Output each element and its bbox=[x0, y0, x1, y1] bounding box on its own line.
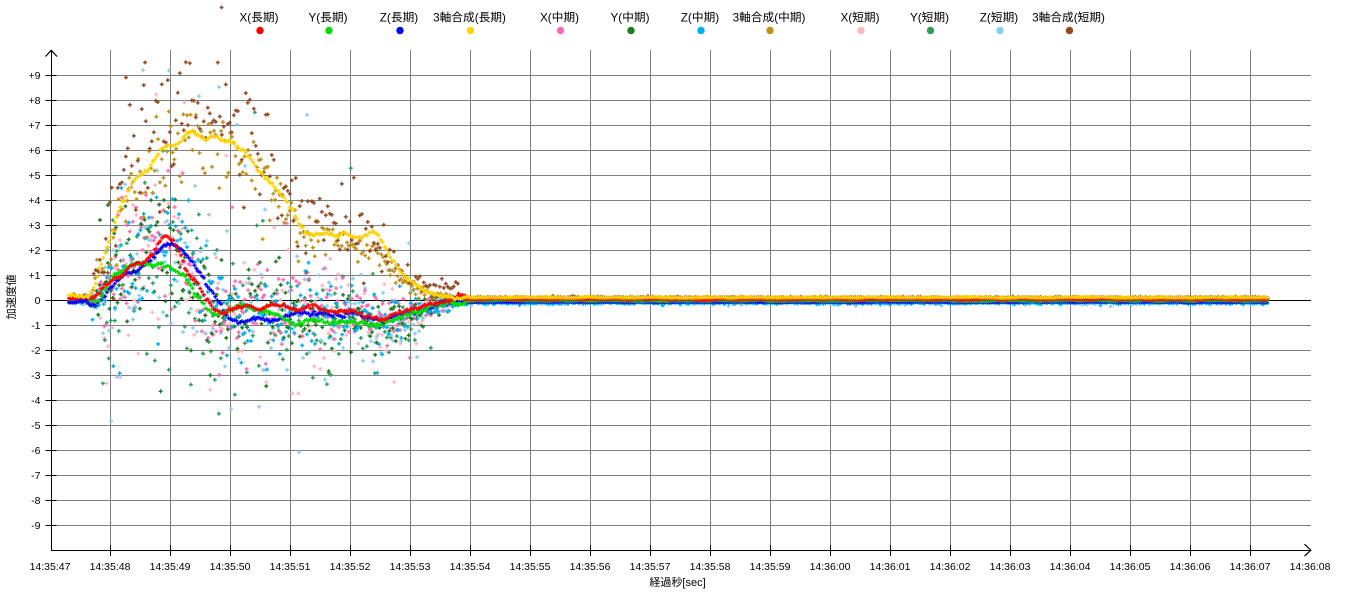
svg-text:(: ( bbox=[1074, 11, 1078, 24]
svg-text:Z(: Z( bbox=[681, 11, 692, 24]
svg-text:(: ( bbox=[475, 11, 479, 24]
svg-text:): ) bbox=[344, 11, 348, 24]
svg-text:+4: +4 bbox=[29, 195, 41, 207]
svg-text:): ) bbox=[802, 11, 806, 24]
svg-text:-7: -7 bbox=[31, 470, 40, 482]
svg-text:14:35:48: 14:35:48 bbox=[90, 561, 131, 573]
svg-text:+2: +2 bbox=[29, 245, 41, 257]
svg-text:X(: X( bbox=[540, 11, 552, 24]
svg-text:+5: +5 bbox=[29, 170, 41, 182]
svg-text:-2: -2 bbox=[31, 345, 40, 357]
svg-text:(: ( bbox=[774, 11, 778, 24]
svg-text:3: 3 bbox=[433, 11, 440, 24]
svg-text:[sec]: [sec] bbox=[682, 577, 705, 589]
svg-text:3: 3 bbox=[733, 11, 740, 24]
svg-text:14:36:00: 14:36:00 bbox=[810, 561, 851, 573]
svg-text:14:36:02: 14:36:02 bbox=[930, 561, 971, 573]
svg-text:+7: +7 bbox=[29, 120, 41, 132]
svg-text:-6: -6 bbox=[31, 445, 40, 457]
svg-text:14:36:04: 14:36:04 bbox=[1050, 561, 1091, 573]
svg-text:14:35:53: 14:35:53 bbox=[390, 561, 431, 573]
svg-text:-9: -9 bbox=[31, 520, 40, 532]
svg-text:-3: -3 bbox=[31, 370, 40, 382]
svg-text:14:35:50: 14:35:50 bbox=[210, 561, 251, 573]
svg-text:+3: +3 bbox=[29, 220, 41, 232]
svg-text:-4: -4 bbox=[31, 395, 40, 407]
svg-text:3: 3 bbox=[1032, 11, 1039, 24]
svg-text:X(: X( bbox=[240, 11, 252, 24]
svg-text:0: 0 bbox=[35, 295, 41, 307]
svg-text:14:35:58: 14:35:58 bbox=[690, 561, 731, 573]
svg-text:): ) bbox=[1014, 11, 1018, 24]
svg-text:+9: +9 bbox=[29, 70, 41, 82]
svg-text:Z(: Z( bbox=[380, 11, 391, 24]
svg-text:14:35:49: 14:35:49 bbox=[150, 561, 191, 573]
svg-text:+1: +1 bbox=[29, 270, 41, 282]
svg-text:14:36:07: 14:36:07 bbox=[1230, 561, 1271, 573]
svg-text:14:36:05: 14:36:05 bbox=[1110, 561, 1151, 573]
svg-text:14:35:55: 14:35:55 bbox=[510, 561, 551, 573]
svg-text:): ) bbox=[575, 11, 579, 24]
svg-text:14:36:01: 14:36:01 bbox=[870, 561, 911, 573]
svg-text:): ) bbox=[1101, 11, 1105, 24]
svg-text:): ) bbox=[502, 11, 506, 24]
svg-text:-8: -8 bbox=[31, 495, 40, 507]
svg-text:+6: +6 bbox=[29, 145, 41, 157]
svg-text:14:36:06: 14:36:06 bbox=[1170, 561, 1211, 573]
svg-text:14:35:59: 14:35:59 bbox=[750, 561, 791, 573]
svg-text:Y(: Y( bbox=[910, 11, 922, 24]
svg-text:14:35:52: 14:35:52 bbox=[330, 561, 371, 573]
svg-text:14:35:56: 14:35:56 bbox=[570, 561, 611, 573]
svg-text:14:35:54: 14:35:54 bbox=[450, 561, 491, 573]
svg-text:X(: X( bbox=[841, 11, 853, 24]
svg-text:): ) bbox=[715, 11, 719, 24]
svg-text:14:35:51: 14:35:51 bbox=[270, 561, 311, 573]
svg-text:+8: +8 bbox=[29, 95, 41, 107]
svg-text:Y(: Y( bbox=[611, 11, 623, 24]
svg-text:): ) bbox=[876, 11, 880, 24]
svg-text:Y(: Y( bbox=[309, 11, 321, 24]
svg-text:): ) bbox=[646, 11, 650, 24]
svg-text:14:35:57: 14:35:57 bbox=[630, 561, 671, 573]
svg-text:): ) bbox=[414, 11, 418, 24]
svg-text:): ) bbox=[275, 11, 279, 24]
svg-text:-5: -5 bbox=[31, 420, 40, 432]
svg-text:-1: -1 bbox=[31, 320, 40, 332]
svg-text:): ) bbox=[945, 11, 949, 24]
svg-text:14:35:47: 14:35:47 bbox=[30, 561, 71, 573]
svg-text:14:36:03: 14:36:03 bbox=[990, 561, 1031, 573]
svg-text:Z(: Z( bbox=[980, 11, 991, 24]
svg-text:14:36:08: 14:36:08 bbox=[1290, 561, 1331, 573]
